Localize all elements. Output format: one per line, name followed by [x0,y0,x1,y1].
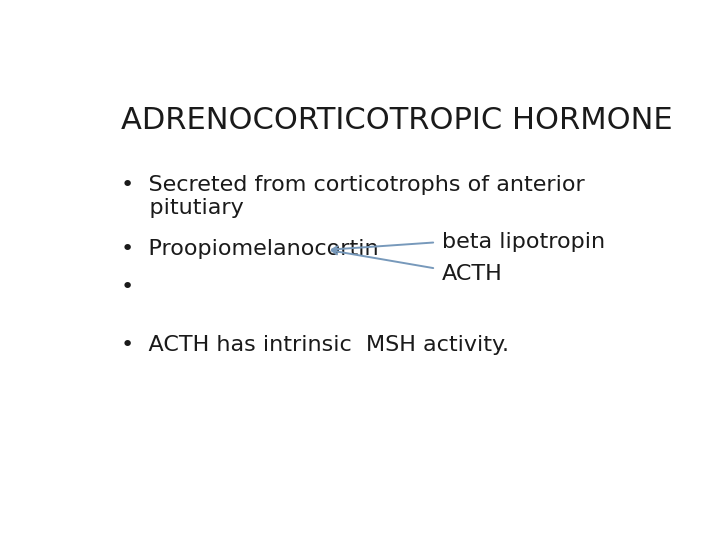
Text: beta lipotropin: beta lipotropin [441,232,605,252]
Text: ACTH: ACTH [441,264,503,284]
Text: •  Proopiomelanocortin: • Proopiomelanocortin [121,239,378,259]
Text: ADRENOCORTICOTROPIC HORMONE: ADRENOCORTICOTROPIC HORMONE [121,106,672,136]
Text: •: • [121,277,134,297]
Text: •  ACTH has intrinsic  MSH activity.: • ACTH has intrinsic MSH activity. [121,335,509,355]
Text: •  Secreted from corticotrophs of anterior
    pitutiary: • Secreted from corticotrophs of anterio… [121,175,585,218]
